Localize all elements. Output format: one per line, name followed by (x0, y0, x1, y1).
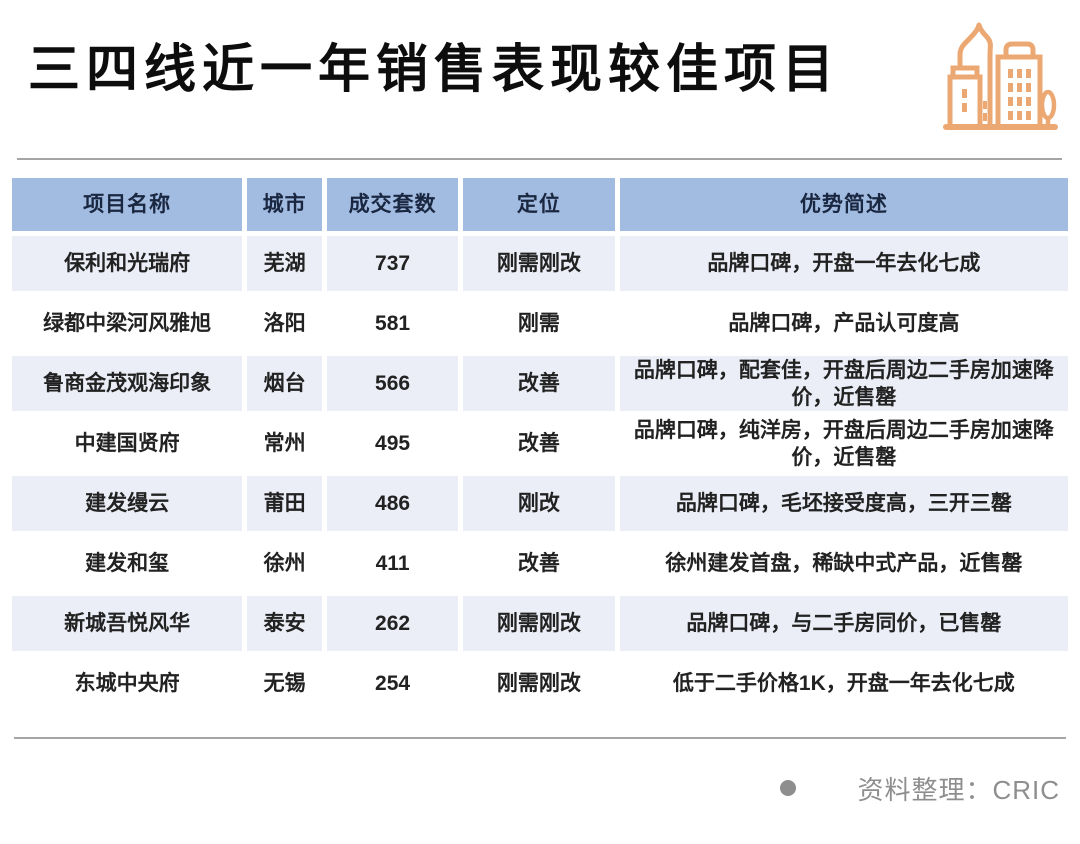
table-cell: 刚需刚改 (463, 656, 615, 711)
table-cell: 建发缦云 (12, 476, 243, 531)
table-cell: 495 (326, 416, 459, 471)
table-cell: 低于二手价格1K，开盘一年去化七成 (619, 656, 1068, 711)
projects-table: 项目名称 城市 成交套数 定位 优势简述 保利和光瑞府 芜湖 737 刚需刚改 品牌口碑，开盘一年… (7, 173, 1073, 716)
table-cell: 洛阳 (247, 296, 322, 351)
table-cell: 芜湖 (247, 236, 322, 291)
page-title: 三四线近一年销售表现较佳项目 (28, 41, 841, 99)
table-row: 建发和玺 徐州 411 改善 徐州建发首盘，稀缺中式产品，近售罄 (12, 536, 1068, 591)
table-cell: 改善 (463, 356, 615, 411)
header-cell: 城市 (247, 178, 322, 231)
table-cell: 411 (326, 536, 459, 591)
table-cell: 刚需 (463, 296, 615, 351)
table-cell: 莆田 (247, 476, 322, 531)
table-cell: 鲁商金茂观海印象 (12, 356, 243, 411)
table-cell: 品牌口碑，配套佳，开盘后周边二手房加速降价，近售罄 (619, 356, 1068, 411)
table-row: 建发缦云 莆田 486 刚改 品牌口碑，毛坯接受度高，三开三罄 (12, 476, 1068, 531)
table-cell: 绿都中梁河风雅旭 (12, 296, 243, 351)
source-label: 资料整理：CRIC (857, 774, 1060, 805)
table-cell: 737 (326, 236, 459, 291)
table-cell: 东城中央府 (12, 656, 243, 711)
table-cell: 泰安 (247, 596, 322, 651)
table-cell: 建发和玺 (12, 536, 243, 591)
table-cell: 保利和光瑞府 (12, 236, 243, 291)
source-footer: 资料整理：CRIC (780, 768, 1060, 808)
table-cell: 徐州 (247, 536, 322, 591)
table-cell: 品牌口碑，产品认可度高 (619, 296, 1068, 351)
table-cell: 徐州建发首盘，稀缺中式产品，近售罄 (619, 536, 1068, 591)
table-row: 东城中央府 无锡 254 刚需刚改 低于二手价格1K，开盘一年去化七成 (12, 656, 1068, 711)
table-cell: 566 (326, 356, 459, 411)
table-row: 中建国贤府 常州 495 改善 品牌口碑，纯洋房，开盘后周边二手房加速降价，近售罄 (12, 416, 1068, 471)
table-cell: 刚需刚改 (463, 596, 615, 651)
table-cell: 486 (326, 476, 459, 531)
title-divider (17, 158, 1062, 160)
table-cell: 常州 (247, 416, 322, 471)
table-row: 绿都中梁河风雅旭 洛阳 581 刚需 品牌口碑，产品认可度高 (12, 296, 1068, 351)
table-row: 保利和光瑞府 芜湖 737 刚需刚改 品牌口碑，开盘一年去化七成 (12, 236, 1068, 291)
table-cell: 改善 (463, 416, 615, 471)
table-cell: 刚需刚改 (463, 236, 615, 291)
table-cell: 无锡 (247, 656, 322, 711)
table-cell: 262 (326, 596, 459, 651)
bullet-dot-icon (780, 780, 796, 796)
table-cell: 品牌口碑，与二手房同价，已售罄 (619, 596, 1068, 651)
footer-divider (14, 737, 1066, 739)
header-cell: 成交套数 (326, 178, 459, 231)
header-cell: 项目名称 (12, 178, 243, 231)
table-header-row: 项目名称 城市 成交套数 定位 优势简述 (12, 178, 1068, 231)
header-cell: 定位 (463, 178, 615, 231)
table-cell: 新城吾悦风华 (12, 596, 243, 651)
table-cell: 581 (326, 296, 459, 351)
table-cell: 品牌口碑，开盘一年去化七成 (619, 236, 1068, 291)
table-cell: 烟台 (247, 356, 322, 411)
table-row: 新城吾悦风华 泰安 262 刚需刚改 品牌口碑，与二手房同价，已售罄 (12, 596, 1068, 651)
table-row: 鲁商金茂观海印象 烟台 566 改善 品牌口碑，配套佳，开盘后周边二手房加速降价，近售罄 (12, 356, 1068, 411)
table-cell: 改善 (463, 536, 615, 591)
table-cell: 品牌口碑，毛坯接受度高，三开三罄 (619, 476, 1068, 531)
table-cell: 刚改 (463, 476, 615, 531)
table-cell: 254 (326, 656, 459, 711)
city-buildings-icon (943, 22, 1058, 130)
header-cell: 优势简述 (619, 178, 1068, 231)
table-cell: 品牌口碑，纯洋房，开盘后周边二手房加速降价，近售罄 (619, 416, 1068, 471)
table-cell: 中建国贤府 (12, 416, 243, 471)
